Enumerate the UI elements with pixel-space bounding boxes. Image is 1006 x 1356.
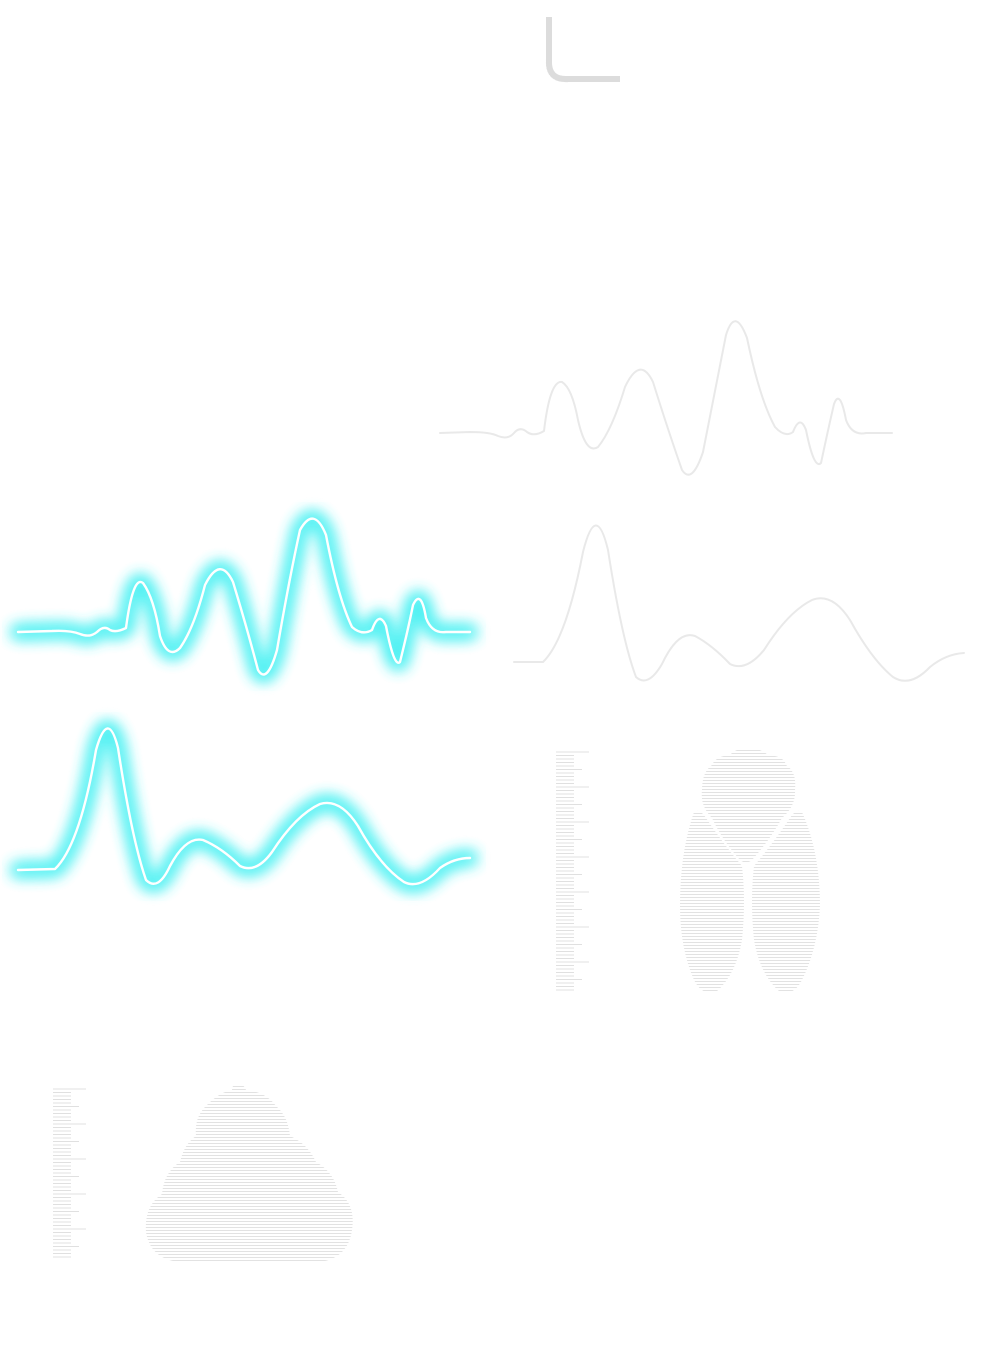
wave-a-glow: [11, 519, 477, 675]
cicada-silhouette-icon: [680, 748, 820, 993]
wave-b-faint: [513, 524, 965, 682]
cicada-ruler: [556, 751, 589, 991]
corner-bracket-icon: [546, 17, 620, 82]
wave-b-glow: [11, 728, 477, 884]
mound-ruler: [53, 1088, 86, 1258]
mound-silhouette-icon: [145, 1084, 353, 1262]
wave-a-faint: [439, 320, 893, 476]
